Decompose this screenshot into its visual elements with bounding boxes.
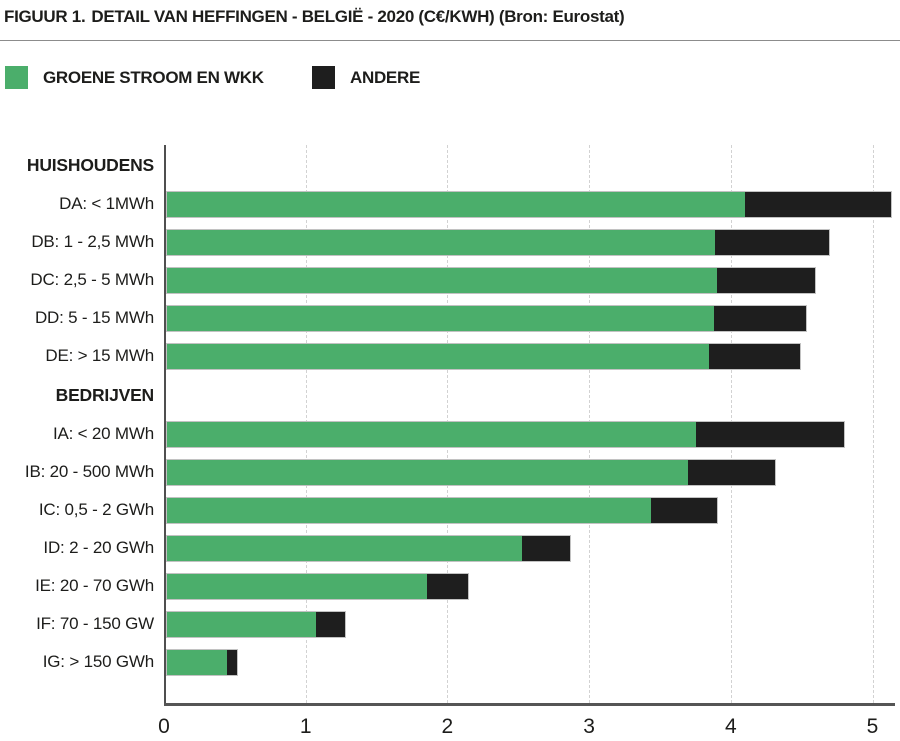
stacked-bar: [166, 459, 777, 486]
bar-row: DD: 5 - 15 MWh: [0, 299, 900, 337]
bar-segment-groene-stroom: [167, 574, 428, 599]
category-label: DC: 2,5 - 5 MWh: [30, 270, 154, 289]
x-tick-label-4: 4: [724, 715, 737, 738]
category-label: IG: > 150 GWh: [42, 652, 154, 671]
legend-swatch-green: [5, 66, 28, 89]
stacked-bar: [166, 229, 831, 256]
x-tick-label-0: 0: [158, 715, 170, 738]
bar-segment-groene-stroom: [167, 192, 745, 217]
bar-row: IA: < 20 MWh: [0, 415, 900, 453]
bar-area: [166, 337, 900, 375]
bar-segment-andere: [226, 650, 238, 675]
category-label: DE: > 15 MWh: [45, 346, 154, 365]
bar-segment-groene-stroom: [167, 268, 717, 293]
bar-area: [166, 529, 900, 567]
stacked-bar: [166, 535, 572, 562]
legend-item-andere: ANDERE: [312, 66, 420, 89]
bar-segment-groene-stroom: [167, 650, 227, 675]
stacked-bar: [166, 611, 347, 638]
category-label: IB: 20 - 500 MWh: [24, 462, 154, 481]
bar-segment-andere: [316, 612, 346, 637]
bar-segment-andere: [427, 574, 469, 599]
legend-swatch-black: [312, 66, 335, 89]
bar-segment-andere: [713, 306, 806, 331]
legend-label: GROENE STROOM EN WKK: [43, 67, 264, 87]
bar-segment-groene-stroom: [167, 344, 710, 369]
category-label: DA: < 1MWh: [59, 194, 154, 213]
legend-item-groene-stroom: GROENE STROOM EN WKK: [5, 66, 264, 89]
figure-title-text: DETAIL VAN HEFFINGEN - BELGIË - 2020 (C€…: [91, 7, 625, 26]
bar-row: IB: 20 - 500 MWh: [0, 453, 900, 491]
bar-segment-groene-stroom: [167, 422, 697, 447]
bar-segment-andere: [709, 344, 800, 369]
bar-segment-andere: [650, 498, 717, 523]
group-label: BEDRIJVEN: [55, 384, 155, 405]
figure-title: FIGUUR 1. DETAIL VAN HEFFINGEN - BELGIË -…: [4, 7, 625, 27]
stacked-bar: [166, 497, 718, 524]
bar-row: DC: 2,5 - 5 MWh: [0, 261, 900, 299]
bar-area: [166, 643, 900, 681]
bar-row: IF: 70 - 150 GW: [0, 605, 900, 643]
bar-segment-andere: [522, 536, 571, 561]
stacked-bar: [166, 649, 239, 676]
y-axis-line: [164, 145, 166, 703]
stacked-bar: [166, 267, 816, 294]
category-label: IE: 20 - 70 GWh: [35, 576, 154, 595]
bar-segment-groene-stroom: [167, 498, 651, 523]
stacked-bar: [166, 421, 845, 448]
bar-row: IG: > 150 GWh: [0, 643, 900, 681]
group-header-row: HUISHOUDENS: [0, 145, 900, 185]
group-label: HUISHOUDENS: [26, 154, 154, 175]
bar-row: DB: 1 - 2,5 MWh: [0, 223, 900, 261]
bar-segment-groene-stroom: [167, 230, 716, 255]
bar-area: [166, 453, 900, 491]
bar-row: DE: > 15 MWh: [0, 337, 900, 375]
bar-row: ID: 2 - 20 GWh: [0, 529, 900, 567]
bar-row: DA: < 1MWh: [0, 185, 900, 223]
stacked-bar: [166, 573, 470, 600]
category-label: DD: 5 - 15 MWh: [34, 308, 154, 327]
x-tick-label-5: 5: [866, 715, 879, 738]
figure-number: FIGUUR 1.: [4, 7, 86, 26]
bar-area: [166, 261, 900, 299]
category-label: IC: 0,5 - 2 GWh: [38, 500, 154, 519]
bar-area: [166, 567, 900, 605]
bar-segment-andere: [696, 422, 844, 447]
bar-segment-andere: [715, 230, 830, 255]
bar-area: [166, 491, 900, 529]
bar-row: IE: 20 - 70 GWh: [0, 567, 900, 605]
bar-row: IC: 0,5 - 2 GWh: [0, 491, 900, 529]
bar-segment-andere: [744, 192, 891, 217]
bar-area: [166, 185, 900, 223]
stacked-bar-chart: HUISHOUDENS DA: < 1MWh DB: 1 - 2,5 MWh DC: …: [0, 145, 900, 741]
chart-legend: GROENE STROOM EN WKK ANDERE: [0, 66, 900, 92]
title-divider: [0, 40, 900, 41]
bar-segment-groene-stroom: [167, 612, 317, 637]
x-tick-label-3: 3: [583, 715, 595, 738]
legend-label: ANDERE: [350, 67, 420, 87]
x-axis-line: [164, 703, 895, 706]
category-label: IF: 70 - 150 GW: [36, 614, 154, 633]
stacked-bar: [166, 343, 801, 370]
group-header-row: BEDRIJVEN: [0, 375, 900, 415]
category-label: DB: 1 - 2,5 MWh: [31, 232, 154, 251]
bar-segment-andere: [687, 460, 776, 485]
bar-segment-groene-stroom: [167, 306, 714, 331]
bar-segment-groene-stroom: [167, 460, 688, 485]
bar-segment-groene-stroom: [167, 536, 523, 561]
category-label: ID: 2 - 20 GWh: [43, 538, 154, 557]
bar-area: [166, 415, 900, 453]
stacked-bar: [166, 305, 807, 332]
category-label: IA: < 20 MWh: [52, 424, 154, 443]
bar-area: [166, 223, 900, 261]
bar-segment-andere: [716, 268, 815, 293]
gridline-x-5: [872, 145, 874, 703]
bar-area: [166, 299, 900, 337]
x-tick-label-2: 2: [441, 715, 454, 738]
chart-rows: HUISHOUDENS DA: < 1MWh DB: 1 - 2,5 MWh DC: …: [0, 145, 900, 681]
x-tick-label-1: 1: [299, 715, 312, 738]
bar-area: [166, 605, 900, 643]
stacked-bar: [166, 191, 892, 218]
